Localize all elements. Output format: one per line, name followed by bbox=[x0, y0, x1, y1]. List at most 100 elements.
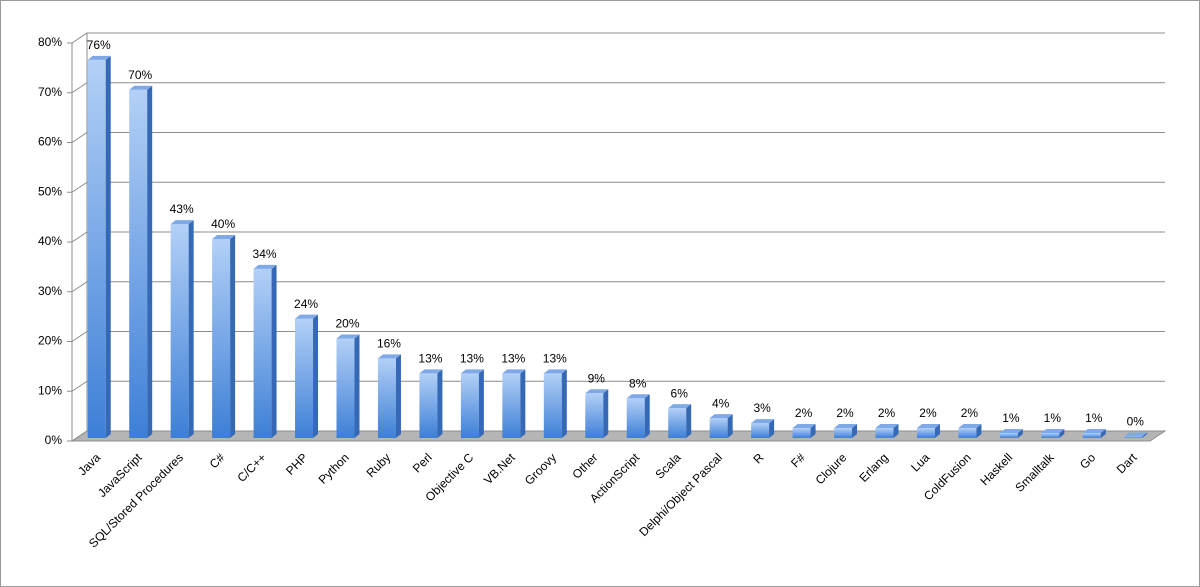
bar bbox=[958, 424, 982, 438]
bar-top bbox=[87, 55, 111, 60]
bar-front bbox=[668, 408, 687, 438]
bar-front bbox=[751, 423, 770, 438]
bar-front bbox=[834, 428, 853, 438]
value-label: 40% bbox=[211, 217, 235, 231]
bar-top bbox=[336, 334, 360, 339]
y-tick-label: 50% bbox=[38, 184, 62, 198]
bar-side bbox=[769, 419, 775, 438]
value-label: 1% bbox=[1085, 411, 1103, 425]
bar-top bbox=[999, 429, 1023, 434]
bar bbox=[999, 429, 1023, 438]
bar-top bbox=[792, 424, 816, 429]
grid-line bbox=[71, 331, 1165, 342]
bar-side bbox=[230, 235, 236, 438]
bar-top bbox=[502, 369, 526, 374]
bar-front bbox=[875, 428, 894, 438]
bar-top bbox=[377, 354, 401, 359]
value-label: 24% bbox=[294, 297, 318, 311]
bar bbox=[792, 424, 816, 438]
bar bbox=[460, 369, 484, 438]
bar-front bbox=[295, 318, 314, 438]
value-label: 1% bbox=[1002, 411, 1020, 425]
bar bbox=[875, 424, 899, 438]
value-label: 20% bbox=[335, 317, 359, 331]
bar-front bbox=[626, 398, 645, 438]
bar bbox=[87, 55, 111, 439]
bar-front bbox=[1082, 433, 1101, 438]
bar-side bbox=[934, 424, 940, 438]
value-label: 1% bbox=[1044, 411, 1062, 425]
bar-top bbox=[460, 369, 484, 374]
bar-top bbox=[170, 220, 194, 225]
bar-front bbox=[336, 338, 355, 438]
bar-side bbox=[727, 414, 733, 438]
bar-side bbox=[561, 369, 567, 438]
value-label: 76% bbox=[87, 38, 111, 52]
bar-front bbox=[129, 89, 148, 438]
bar-front bbox=[1124, 436, 1143, 438]
bar-front bbox=[585, 393, 604, 438]
bar bbox=[336, 334, 360, 438]
bar bbox=[585, 389, 609, 438]
bar-side bbox=[478, 369, 484, 438]
bar-front bbox=[709, 418, 728, 438]
bar-top bbox=[958, 424, 982, 429]
bar-side bbox=[354, 334, 360, 438]
bar-front bbox=[253, 268, 272, 438]
bar bbox=[419, 369, 443, 438]
bar-front bbox=[543, 373, 562, 438]
bar-front bbox=[170, 224, 189, 438]
bar-top bbox=[1041, 429, 1065, 434]
bar-side bbox=[395, 354, 401, 438]
y-tick-label: 30% bbox=[38, 284, 62, 298]
bar bbox=[253, 264, 277, 438]
bar-top bbox=[419, 369, 443, 374]
bar bbox=[626, 394, 650, 438]
value-label: 2% bbox=[836, 406, 854, 420]
bar-front bbox=[999, 433, 1018, 438]
bar-top bbox=[916, 424, 940, 429]
bar-front bbox=[502, 373, 521, 438]
bar bbox=[377, 354, 401, 438]
bar-top bbox=[751, 419, 775, 424]
bar-top bbox=[212, 235, 236, 239]
y-tick-label: 20% bbox=[38, 334, 62, 348]
bar-side bbox=[188, 220, 194, 438]
bar-front bbox=[460, 373, 479, 438]
value-label: 2% bbox=[919, 406, 937, 420]
y-tick-label: 40% bbox=[38, 234, 62, 248]
bar-side bbox=[1017, 429, 1023, 438]
bar-top bbox=[626, 394, 650, 399]
value-label: 2% bbox=[878, 406, 896, 420]
bar bbox=[212, 235, 236, 438]
bar-front bbox=[377, 358, 396, 438]
bar-top bbox=[129, 85, 153, 90]
value-label: 2% bbox=[795, 406, 813, 420]
bar bbox=[1124, 432, 1148, 438]
y-tick-label: 60% bbox=[38, 135, 62, 149]
bar bbox=[502, 369, 526, 438]
bar-top bbox=[1082, 429, 1106, 434]
value-label: 0% bbox=[1127, 415, 1145, 429]
bar-side bbox=[1100, 429, 1106, 438]
bar-top bbox=[253, 264, 277, 269]
bar bbox=[916, 424, 940, 438]
value-label: 43% bbox=[170, 202, 194, 216]
grid-line bbox=[71, 82, 1165, 94]
bar-side bbox=[810, 424, 816, 438]
bar-front bbox=[958, 428, 977, 438]
grid-line bbox=[71, 380, 1165, 392]
bar-side bbox=[437, 369, 443, 438]
grid-line bbox=[71, 231, 1165, 243]
bar-side bbox=[852, 424, 858, 438]
y-tick-label: 70% bbox=[38, 85, 62, 99]
bar-side bbox=[1059, 429, 1065, 438]
bar-front bbox=[916, 428, 935, 438]
bar-side bbox=[313, 314, 319, 438]
value-label: 70% bbox=[128, 68, 152, 82]
grid-line bbox=[71, 32, 1165, 44]
bar bbox=[751, 419, 775, 438]
value-label: 13% bbox=[501, 351, 525, 365]
